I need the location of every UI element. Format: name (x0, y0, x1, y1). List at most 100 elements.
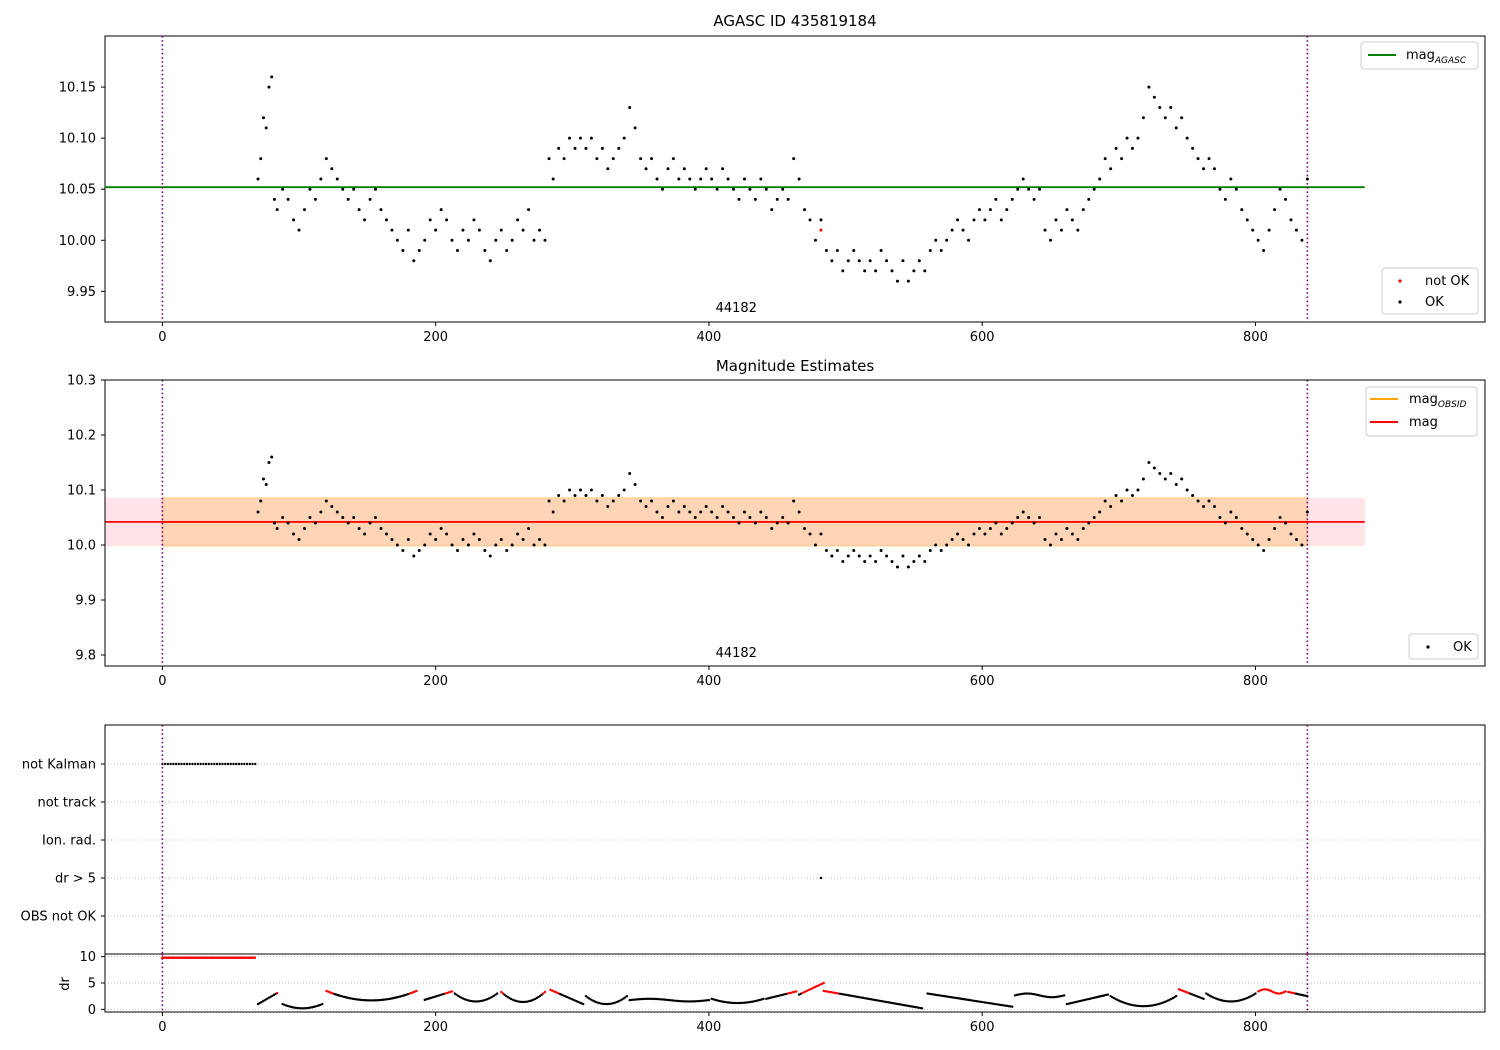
dr-point (543, 990, 547, 994)
estimates-ok-point (956, 532, 960, 536)
agasc-ok-point (1049, 238, 1053, 242)
agasc-ok-point (1027, 187, 1031, 191)
agasc-ok-point (584, 146, 588, 150)
estimates-ok-point (1103, 499, 1107, 503)
agasc-ok-point (606, 167, 610, 171)
estimates-ok-point (967, 543, 971, 547)
agasc-ok-point (666, 167, 670, 171)
dr-point (604, 1002, 607, 1006)
legend-ok-label: OK (1425, 295, 1444, 310)
agasc-ok-point (1125, 136, 1129, 140)
dr-y-tick-label: 10 (79, 950, 96, 965)
estimates-ok-point (1185, 488, 1189, 492)
dr-point (1011, 1005, 1014, 1008)
dr-point (1202, 997, 1205, 1001)
dr-high-point (251, 956, 254, 959)
agasc-ok-point (1256, 238, 1260, 242)
agasc-ok-point (1212, 167, 1216, 171)
agasc-magnitude-panel: AGASC ID 435819184 0 200 400 600 800 9.95 10.0… (59, 12, 1486, 345)
legend-ok-marker (1398, 300, 1402, 304)
estimates-plot-area: 0 200 400 600 800 9.8 9.9 10.0 10.1 10.2 10.3 (67, 374, 1365, 689)
dr-high-point (236, 956, 240, 959)
estimates-ok-point (1147, 461, 1151, 464)
flag-marker (188, 762, 191, 766)
estimates-ok-point (770, 527, 774, 530)
estimates-x-tick-label: 600 (970, 674, 995, 689)
agasc-ok-point (324, 157, 328, 161)
estimates-ok-point (1065, 527, 1069, 530)
agasc-ok-point (543, 238, 547, 242)
estimates-ok-point (1070, 532, 1074, 536)
estimates-ok-point (384, 532, 388, 536)
agasc-ok-point (589, 136, 593, 140)
agasc-ok-point (1218, 187, 1222, 191)
dr-point (415, 989, 418, 993)
dr-high-point (200, 956, 203, 959)
agasc-ok-point (494, 238, 498, 242)
estimates-ok-point (434, 538, 438, 541)
agasc-ok-point (983, 218, 987, 222)
agasc-ok-point (352, 187, 356, 191)
estimates-ok-point (1027, 516, 1031, 519)
flag-marker (226, 762, 230, 766)
estimates-ok-point (994, 521, 998, 525)
agasc-ok-point (395, 238, 399, 242)
dr-high-point (179, 956, 183, 959)
estimates-obsid-annotation: 44182 (716, 646, 757, 661)
agasc-ok-point (1191, 146, 1195, 150)
dr-y-tick-label: 0 (88, 1003, 96, 1018)
estimates-ok-point (537, 538, 541, 541)
flag-marker (237, 762, 241, 766)
dr-high-point (163, 956, 166, 959)
estimates-ok-point (660, 516, 664, 519)
agasc-ok-point (1005, 208, 1009, 212)
estimates-ok-point (764, 516, 768, 519)
estimates-ok-point (1245, 532, 1249, 536)
estimates-x-tick-label: 200 (423, 674, 448, 689)
estimates-ok-point (617, 494, 621, 497)
agasc-ok-point (999, 218, 1003, 222)
flag-marker (202, 762, 205, 766)
agasc-ok-point (302, 208, 306, 212)
dr-point (495, 992, 499, 995)
dr-high-point (169, 956, 172, 959)
estimates-ok-point (1059, 538, 1063, 541)
estimates-ok-point (650, 499, 654, 503)
agasc-ok-point (786, 197, 790, 201)
estimates-ok-point (961, 538, 965, 541)
agasc-ok-point (759, 177, 763, 181)
agasc-ok-point (472, 218, 476, 222)
estimates-ok-point (543, 543, 547, 547)
dr-axis-label: dr (58, 977, 73, 991)
estimates-ok-point (1229, 510, 1233, 514)
agasc-ok-point (1169, 106, 1173, 109)
agasc-ok-point (611, 157, 615, 161)
estimates-ok-point (879, 549, 883, 552)
estimates-ok-point (483, 549, 487, 552)
dr-point (648, 997, 651, 1001)
dr-high-point (185, 956, 189, 959)
estimates-ok-point (589, 488, 593, 492)
agasc-ok-point (417, 249, 421, 252)
estimates-ok-point (1005, 527, 1009, 530)
estimates-ok-point (677, 510, 681, 514)
agasc-ok-point (841, 269, 845, 273)
dr-high-point (165, 956, 168, 959)
agasc-ok-point (1180, 116, 1184, 120)
estimates-ok-point (1212, 505, 1216, 508)
estimates-x-tick-label: 400 (697, 674, 722, 689)
estimates-ok-point (1262, 549, 1266, 552)
agasc-obsid-annotation: 44182 (716, 301, 757, 316)
estimates-ok-point (472, 532, 476, 536)
estimates-ok-point (934, 543, 938, 547)
agasc-not-ok-point (819, 228, 823, 232)
agasc-ok-point (688, 177, 692, 181)
estimates-ok-point (611, 499, 615, 503)
dr-high-point (202, 956, 205, 959)
agasc-x-tick-label: 800 (1243, 330, 1268, 345)
agasc-ok-point (267, 85, 271, 89)
agasc-ok-point (753, 197, 757, 201)
estimates-ok-point (516, 532, 520, 536)
agasc-ok-point (961, 228, 965, 232)
agasc-ok-point (1262, 249, 1266, 252)
